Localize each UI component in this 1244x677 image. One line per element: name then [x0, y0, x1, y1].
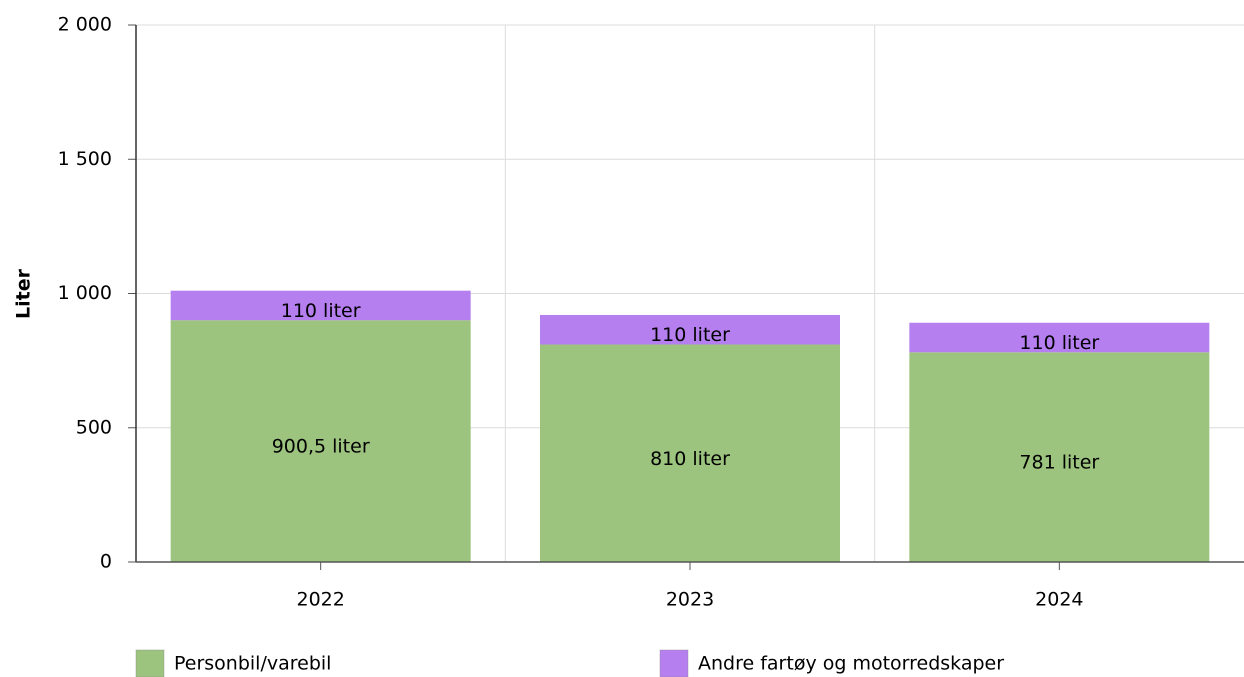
data-label: 110 liter	[1019, 332, 1099, 354]
data-label: 810 liter	[650, 448, 730, 470]
bar-segment	[909, 322, 1210, 353]
data-label: 781 liter	[1019, 452, 1099, 474]
data-label: 110 liter	[650, 324, 730, 346]
legend-label: Personbil/varebil	[174, 653, 331, 675]
x-tick-label: 2024	[1035, 589, 1083, 611]
x-tick-label: 2022	[296, 589, 344, 611]
y-tick-label: 0	[100, 551, 112, 573]
y-tick-label: 500	[76, 416, 112, 438]
bar-segment	[170, 320, 471, 562]
x-tick-label: 2023	[666, 589, 714, 611]
y-axis-label: Liter	[13, 268, 35, 319]
data-label: 110 liter	[281, 300, 361, 322]
legend-label: Andre fartøy og motorredskaper	[698, 653, 1004, 675]
y-tick-label: 1 500	[58, 148, 112, 170]
legend-swatch	[135, 649, 165, 677]
bar-segment	[170, 290, 471, 321]
bar-segment	[909, 352, 1210, 562]
data-label: 900,5 liter	[272, 436, 370, 458]
y-tick-label: 2 000	[58, 14, 112, 36]
bar-segment	[540, 344, 840, 562]
bar-segment	[540, 314, 840, 345]
y-tick-label: 1 000	[58, 282, 112, 304]
legend-swatch	[659, 649, 689, 677]
